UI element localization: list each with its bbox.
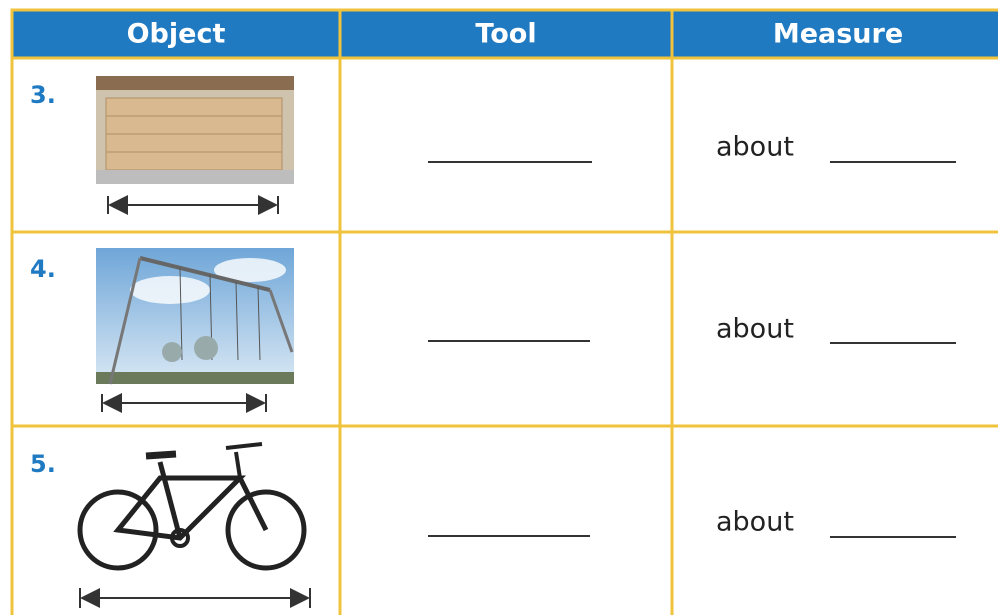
table-grid (10, 8, 998, 615)
swing-set-image (96, 248, 294, 385)
measure-text: about (716, 314, 794, 345)
length-arrow (101, 393, 267, 413)
header-cell: Tool (475, 19, 536, 50)
row-number: 3. (30, 81, 56, 109)
bicycle-image (77, 442, 307, 571)
measure-text: about (716, 132, 794, 163)
header-band (12, 10, 998, 58)
garage-door-image (96, 76, 294, 184)
measure-text: about (716, 507, 794, 538)
length-arrow (79, 588, 311, 608)
header-cell: Measure (773, 19, 903, 50)
length-arrow (107, 195, 279, 215)
row-number: 5. (30, 450, 56, 478)
row-number: 4. (30, 255, 56, 283)
header-cell: Object (127, 19, 226, 50)
